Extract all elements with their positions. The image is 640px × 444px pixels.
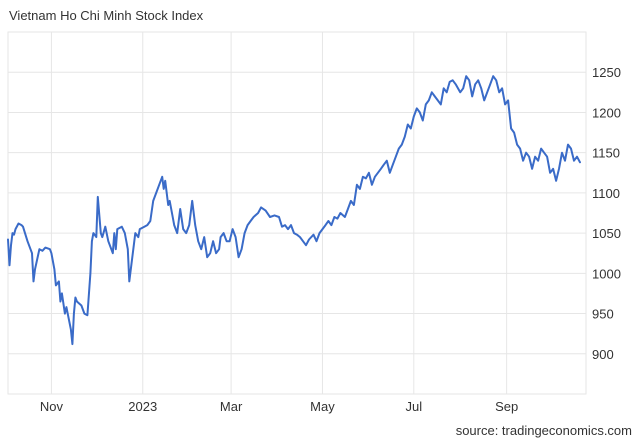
y-tick-label: 1050 [592,226,621,241]
plot-border [7,31,587,395]
y-tick-label: 950 [592,307,614,322]
x-tick-label: Jul [405,399,422,414]
y-tick-label: 1200 [592,105,621,120]
y-tick-label: 1100 [592,186,620,201]
x-tick-label: Nov [40,399,64,414]
y-tick-label: 1000 [592,266,621,281]
x-tick-label: May [310,399,335,414]
y-tick-label: 1250 [592,65,621,80]
x-tick-label: 2023 [128,399,157,414]
x-tick-label: Mar [220,399,243,414]
plot-area [8,32,586,394]
series-line [7,75,581,346]
y-tick-label: 900 [592,347,614,362]
y-tick-label: 1150 [592,146,620,161]
x-tick-label: Sep [495,399,518,414]
chart-title: Vietnam Ho Chi Minh Stock Index [9,8,204,23]
source-note: source: tradingeconomics.com [455,423,632,438]
